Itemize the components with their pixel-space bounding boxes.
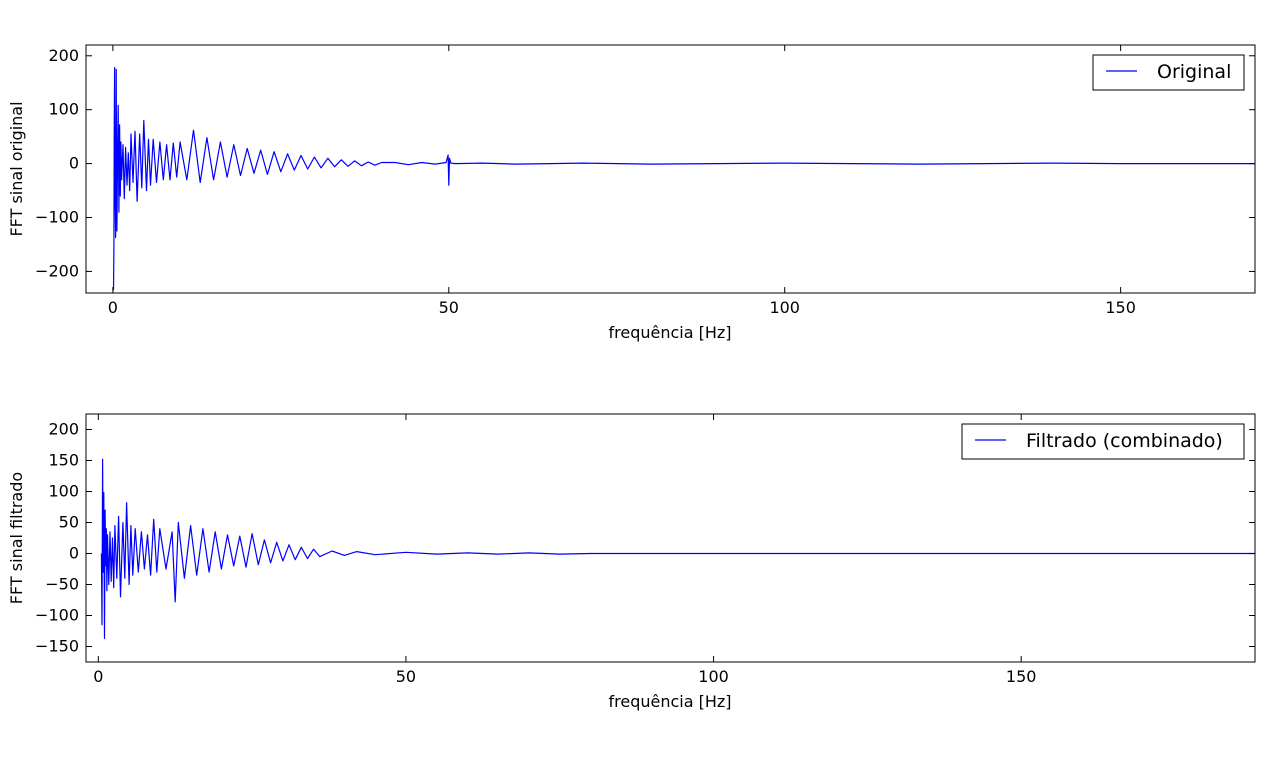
y-tick-label-original: −200: [35, 261, 79, 280]
y-tick-label-filtrado: 50: [59, 513, 79, 532]
y-tick-label-filtrado: −150: [35, 637, 79, 656]
x-ticks-filtrado: 0 50 100 150: [93, 414, 1036, 686]
y-tick-label-filtrado: 200: [48, 420, 79, 439]
chart-filtrado: 0 50 100 150 −150 −100 −50 0 50 100 150 200 frequê…: [7, 413, 1256, 711]
x-tick-label-filtrado: 150: [1006, 667, 1037, 686]
x-tick-label-original: 0: [108, 298, 118, 317]
y-ticks-filtrado: −150 −100 −50 0 50 100 150 200: [35, 420, 1255, 656]
x-tick-label-filtrado: 50: [396, 667, 416, 686]
x-tick-label-original: 150: [1105, 298, 1136, 317]
legend-box-filtrado: [961, 423, 1245, 460]
y-tick-label-filtrado: 150: [48, 451, 79, 470]
y-tick-label-filtrado: −50: [45, 575, 79, 594]
x-ticks-original: 0 50 100 150: [108, 45, 1136, 317]
legend-original: Original: [1092, 54, 1245, 91]
series-line-original: [112, 66, 1255, 291]
x-tick-label-original: 100: [769, 298, 800, 317]
y-tick-label-original: 200: [48, 46, 79, 65]
x-axis-label-filtrado: frequência [Hz]: [608, 692, 731, 711]
y-tick-label-filtrado: 0: [69, 544, 79, 563]
legend-label-original: Original: [1157, 61, 1231, 83]
x-axis-label-original: frequência [Hz]: [608, 323, 731, 342]
y-tick-label-filtrado: −100: [35, 606, 79, 625]
y-axis-label-original: FFT sinal original: [7, 101, 26, 236]
series-filtrado-line-group: [100, 458, 1255, 640]
y-tick-label-original: −100: [35, 208, 79, 227]
y-ticks-original: −200 −100 0 100 200: [35, 46, 1255, 280]
plot-frame-original: [85, 44, 1256, 294]
x-tick-label-filtrado: 100: [698, 667, 729, 686]
series-line-filtrado: [100, 458, 1255, 640]
series-original-line-group: [112, 66, 1255, 291]
y-axis-label-filtrado: FFT sinal filtrado: [7, 472, 26, 604]
plot-area-original: [86, 45, 1255, 293]
plot-frame-filtrado: [85, 413, 1256, 663]
legend-filtrado: Filtrado (combinado): [961, 423, 1245, 460]
x-tick-label-filtrado: 0: [93, 667, 103, 686]
chart-original: 0 50 100 150 −200 −100 0 100 200 frequência [Hz…: [7, 44, 1256, 342]
y-tick-label-filtrado: 100: [48, 482, 79, 501]
legend-label-filtrado: Filtrado (combinado): [1026, 430, 1223, 452]
y-tick-label-original: 0: [69, 154, 79, 173]
y-tick-label-original: 100: [48, 100, 79, 119]
legend-box-original: [1092, 54, 1245, 91]
x-tick-label-original: 50: [439, 298, 459, 317]
